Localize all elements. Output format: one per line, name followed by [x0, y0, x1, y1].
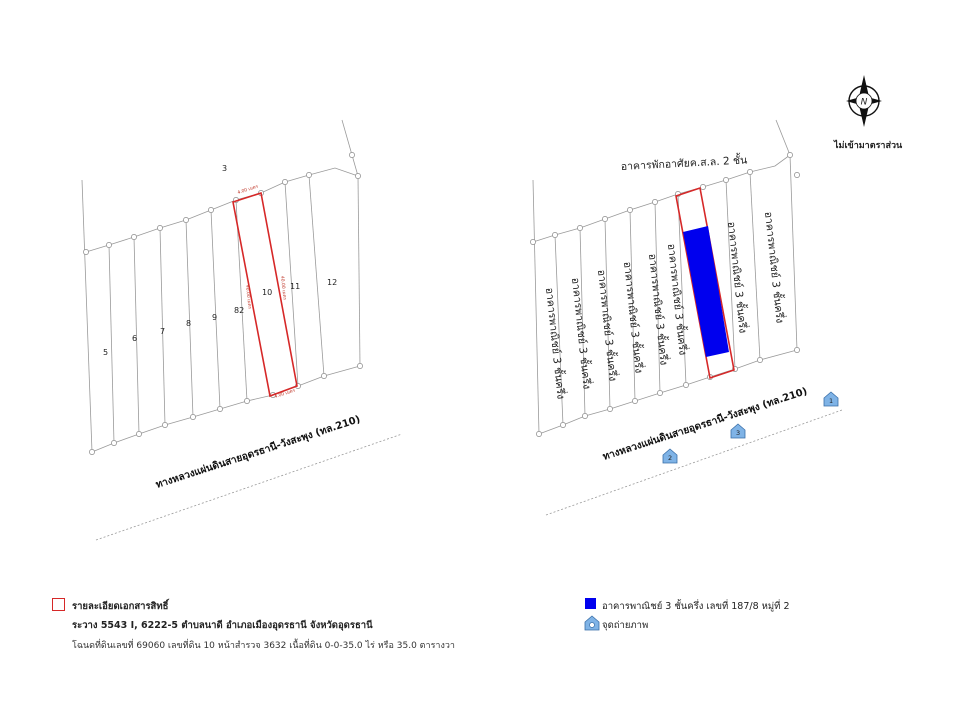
parcel-number-8: 8: [186, 319, 191, 328]
right-plan: [530, 119, 843, 516]
legend-line-2: โฉนดที่ดินเลขที่ 69060 เลขที่ดิน 10 หน้า…: [72, 641, 455, 651]
scale-note: ไม่เข้ามาตราส่วน: [833, 139, 903, 151]
legend-title: รายละเอียดเอกสารสิทธิ์: [72, 601, 169, 612]
building-label-8: อาคารพาณิชย์ 3 ชั้นครึ่ง: [762, 211, 788, 324]
building-footprint: [683, 226, 729, 357]
left-plan: [81, 119, 403, 541]
legend-line-1: ระวาง 5543 I, 6222-5 ตำบลนาดี อำเภอเมือง…: [72, 620, 373, 631]
building-legend-text: อาคารพาณิชย์ 3 ชั้นครึ่ง เลขที่ 187/8 หม…: [602, 601, 790, 612]
subject-parcel-outline: [232, 191, 298, 398]
parcel-number-3: 3: [222, 164, 227, 173]
parcel-number-5: 5: [103, 348, 108, 357]
building-label-6: อาคารพาณิชย์ 3 ชั้นครึ่ง: [665, 243, 691, 356]
photo-point-3: 3: [730, 423, 746, 439]
right-top-label: อาคารพักอาศัยค.ส.ล. 2 ชั้น: [620, 152, 747, 173]
building-label-2: อาคารพาณิชย์ 3 ชั้นครึ่ง: [569, 277, 595, 390]
parcel-number-9: 9: [212, 313, 217, 322]
photo-point-number-1: 1: [829, 397, 833, 405]
parcel-number-6: 6: [132, 334, 137, 343]
photo-point-2: 2: [662, 448, 678, 464]
dim-right: 40.00 เมตร: [279, 276, 288, 301]
right-road-label: ทางหลวงแผ่นดินสายอุดรธานี-วังสะพุง (ทล.2…: [601, 385, 809, 463]
building-legend-swatch: [585, 598, 596, 609]
building-label-7: อาคารพาณิชย์ 3 ชั้นครึ่ง: [725, 221, 751, 334]
building-labels: อาคารพาณิชย์ 3 ชั้นครึ่ง อาคารพาณิชย์ 3 …: [543, 211, 788, 400]
photo-point-number-3: 3: [736, 429, 740, 437]
subject-parcel-outline-right: [675, 186, 735, 380]
north-arrow-icon: N: [846, 75, 882, 127]
parcel-legend-swatch: [52, 598, 65, 611]
dim-left: 40.00 เมตร: [244, 285, 253, 310]
parcel-number-12: 12: [327, 278, 337, 287]
photo-point-number-2: 2: [668, 454, 672, 462]
parcel-number-82: 82: [234, 306, 244, 315]
building-label-1: อาคารพาณิชย์ 3 ชั้นครึ่ง: [543, 287, 569, 400]
dim-bottom: 4.00 เมตร: [274, 387, 297, 399]
building-label-3: อาคารพาณิชย์ 3 ชั้นครึ่ง: [595, 269, 621, 382]
parcel-number-11: 11: [290, 282, 300, 291]
left-road-label: ทางหลวงแผ่นดินสายอุดรธานี-วังสะพุง (ทล.2…: [154, 413, 362, 491]
photo-point-1: 1: [823, 391, 839, 407]
camera-point-icon: [584, 615, 600, 631]
parcel-number-7: 7: [160, 327, 165, 336]
north-letter: N: [861, 98, 868, 108]
building-label-4: อาคารพาณิชย์ 3 ชั้นครึ่ง: [621, 261, 647, 374]
parcel-number-10: 10: [262, 288, 272, 297]
photo-point-legend-text: จุดถ่ายภาพ: [602, 620, 649, 631]
